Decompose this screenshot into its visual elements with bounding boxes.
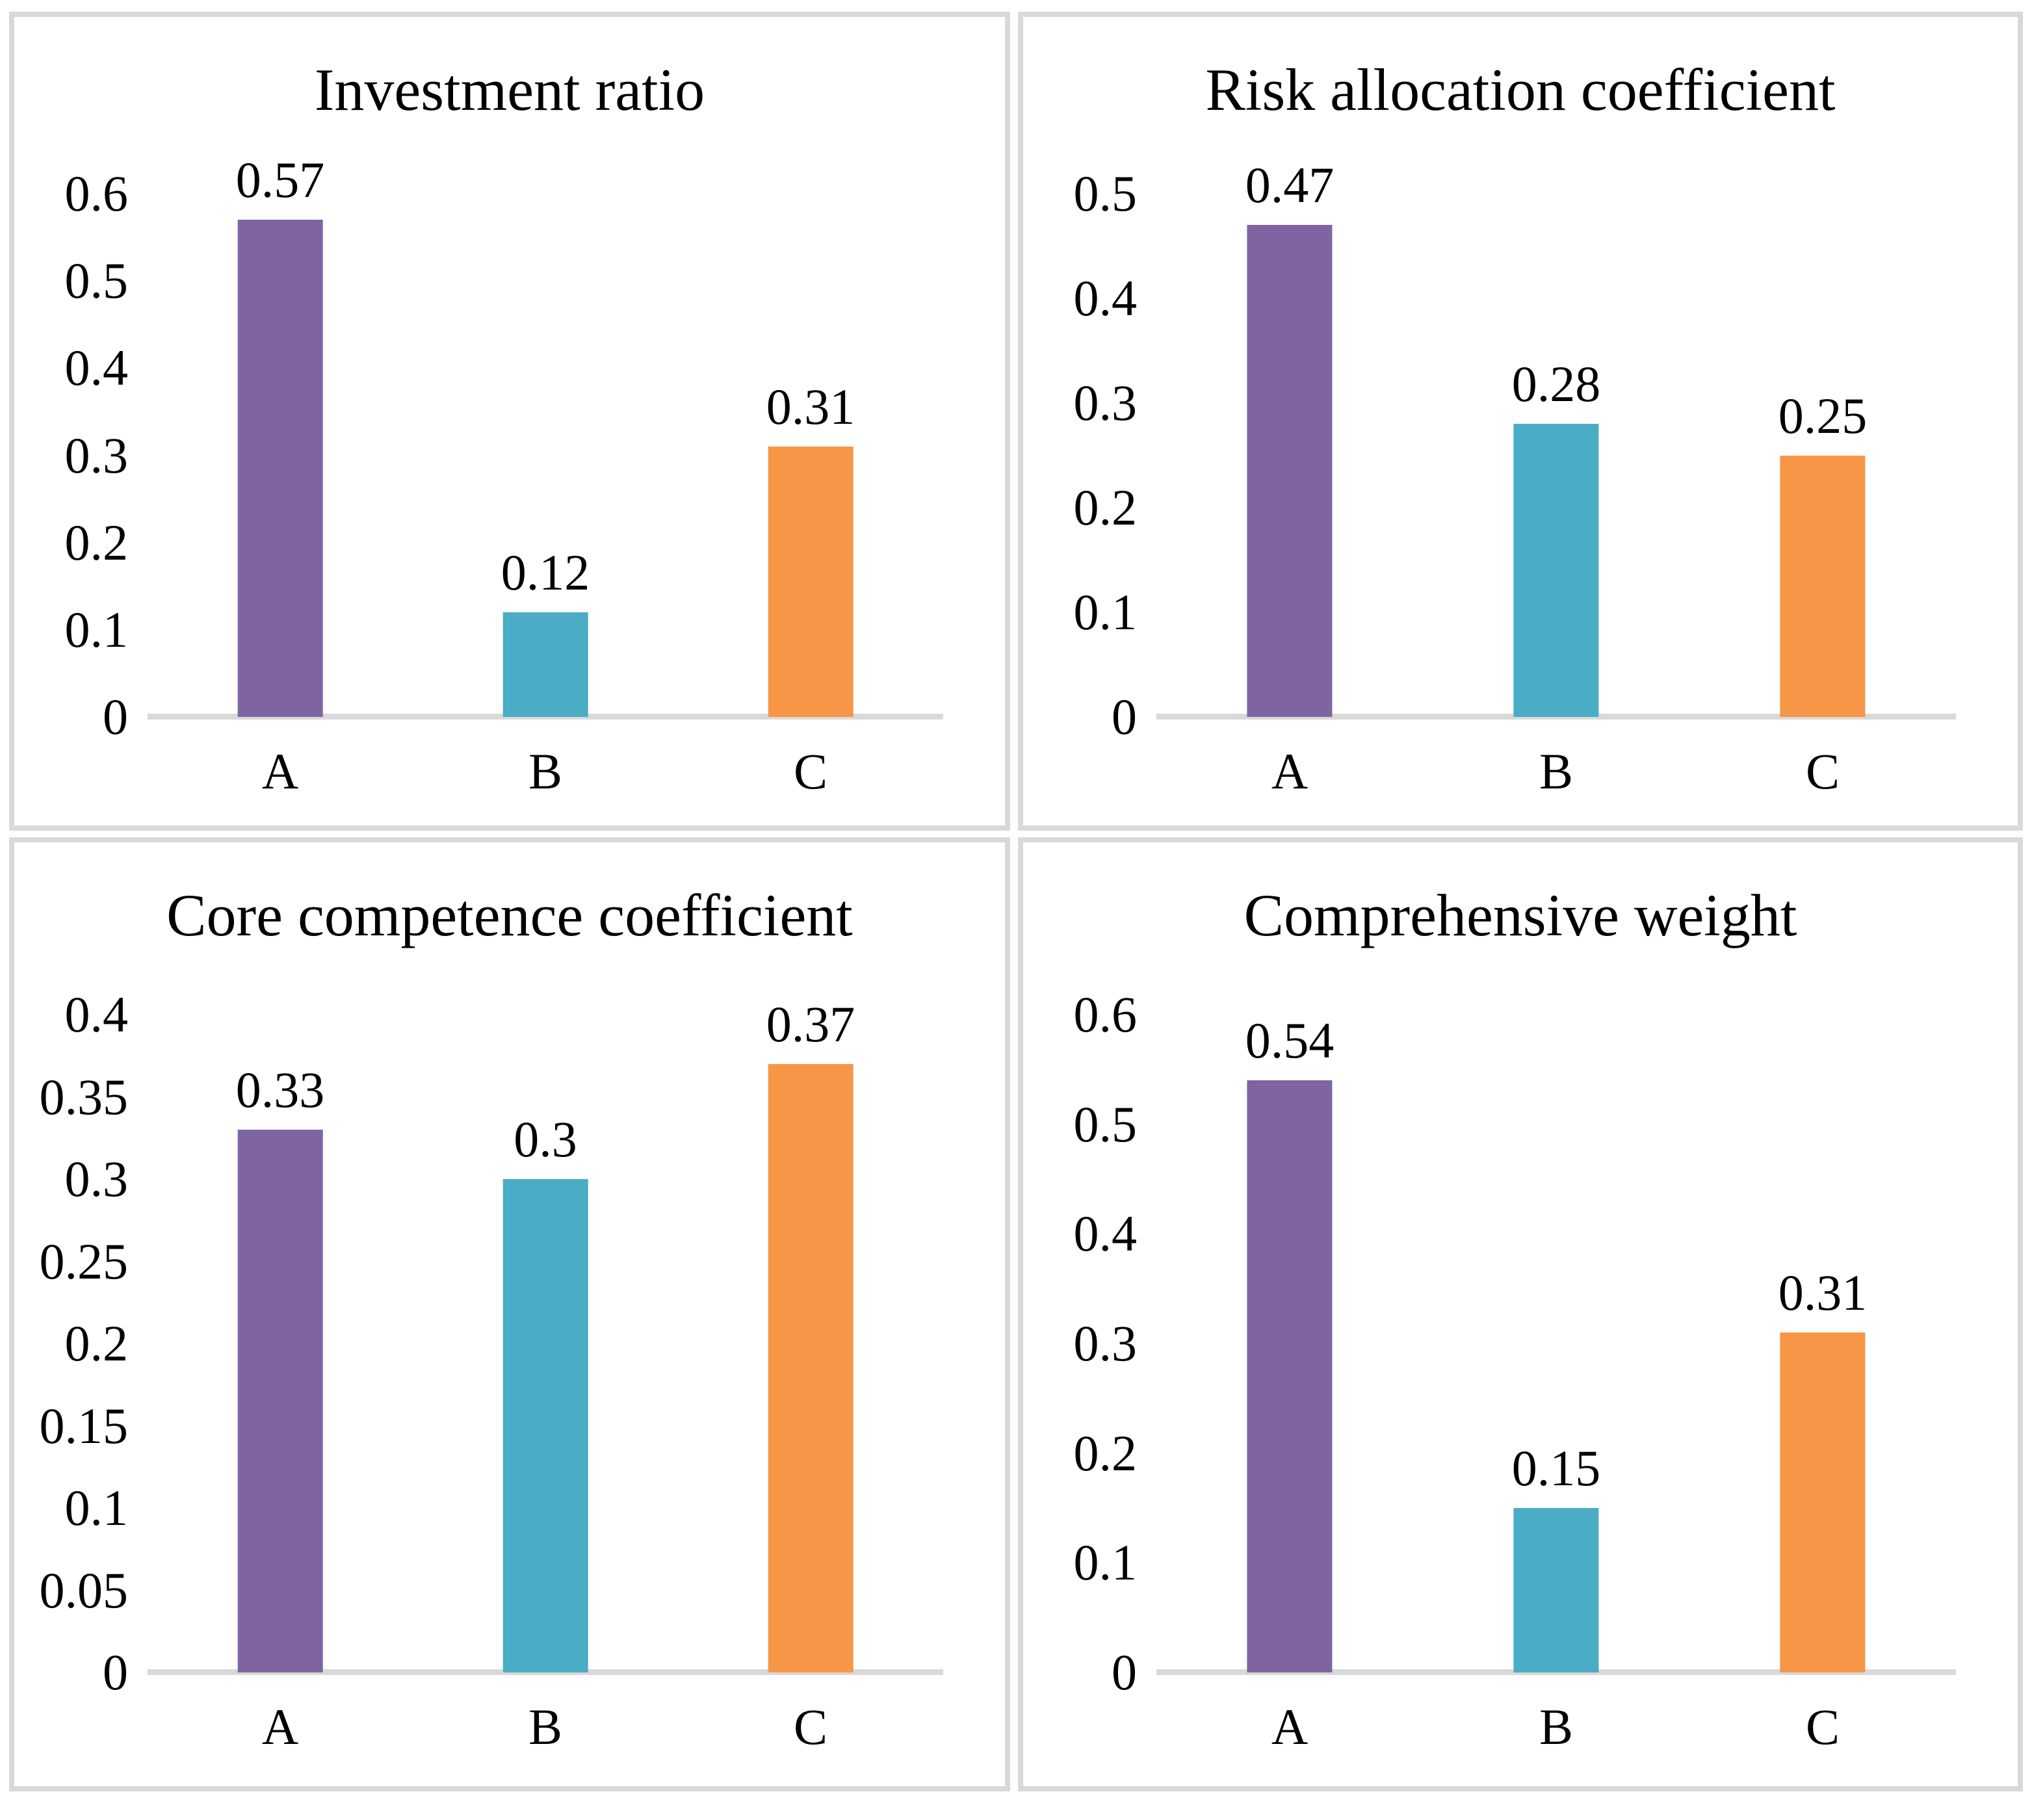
plot-area: 0.57 A 0.12 B 0.31 C bbox=[148, 155, 943, 797]
y-axis-tick-label: 0.2 bbox=[64, 514, 129, 571]
data-label: 0.33 bbox=[235, 1061, 325, 1119]
data-label: 0.31 bbox=[766, 378, 855, 436]
chart-title: Core competence coefficient bbox=[166, 882, 853, 948]
y-axis-tick-label: 0.3 bbox=[64, 1150, 129, 1207]
chart-panel-core-competence-coefficient: Core competence coefficient 0.4 0.35 0.3 0.… bbox=[9, 837, 1010, 1791]
y-axis-tick-label: 0.2 bbox=[64, 1315, 129, 1372]
y-axis-tick-label: 0.5 bbox=[1073, 1095, 1138, 1152]
y-axis-tick-label: 0.1 bbox=[64, 601, 129, 658]
data-label: 0.57 bbox=[235, 151, 325, 209]
bar-b bbox=[502, 612, 588, 717]
y-axis-tick-label: 0.4 bbox=[64, 986, 129, 1043]
x-axis-category-label: A bbox=[1271, 743, 1309, 800]
category-slot: 0.25 C bbox=[1689, 194, 1956, 797]
y-axis-tick-label: 0.2 bbox=[1073, 479, 1138, 536]
x-axis-category-label: C bbox=[793, 743, 827, 800]
plot-area: 0.47 A 0.28 B 0.25 C bbox=[1156, 160, 1956, 797]
data-label: 0.47 bbox=[1245, 157, 1335, 214]
plot-area: 0.33 A 0.3 B 0.37 C bbox=[148, 998, 943, 1752]
y-axis-tick-label: 0.6 bbox=[64, 165, 129, 222]
category-slot: 0.47 A bbox=[1156, 160, 1423, 797]
y-axis-tick-label: 0.6 bbox=[1073, 986, 1138, 1043]
y-axis-tick-label: 0.5 bbox=[1073, 165, 1138, 222]
category-slot: 0.33 A bbox=[148, 1015, 413, 1752]
chart-title: Investment ratio bbox=[314, 57, 705, 123]
bar-b bbox=[1513, 1508, 1599, 1672]
x-axis-category-label: A bbox=[1271, 1698, 1309, 1755]
y-axis-tick-label: 0.05 bbox=[39, 1561, 129, 1618]
data-label: 0.12 bbox=[501, 544, 590, 601]
x-axis-category-label: B bbox=[528, 743, 562, 800]
y-axis: 0.4 0.35 0.3 0.25 0.2 0.15 0.1 0.05 0 bbox=[31, 989, 129, 1698]
category-slot: 0.3 B bbox=[413, 1015, 678, 1752]
bar-c bbox=[768, 447, 853, 717]
y-axis-tick-label: 0.3 bbox=[64, 426, 129, 484]
x-axis-category-label: C bbox=[1805, 1698, 1840, 1755]
y-axis: 0.6 0.5 0.4 0.3 0.2 0.1 0 bbox=[31, 168, 129, 742]
category-slot: 0.37 C bbox=[678, 998, 943, 1752]
category-slot: 0.15 B bbox=[1423, 1015, 1689, 1752]
y-axis-tick-label: 0.15 bbox=[39, 1397, 129, 1454]
chart-panel-comprehensive-weight: Comprehensive weight 0.6 0.5 0.4 0.3 0.2 0.1 0… bbox=[1018, 837, 2023, 1791]
x-axis-category-label: B bbox=[1539, 1698, 1573, 1755]
bar-a bbox=[237, 1130, 323, 1672]
y-axis-tick-label: 0.25 bbox=[39, 1232, 129, 1290]
y-axis-tick-label: 0.1 bbox=[64, 1479, 129, 1536]
bar-b bbox=[502, 1179, 588, 1672]
category-slot: 0.12 B bbox=[413, 194, 678, 797]
category-slot: 0.28 B bbox=[1423, 194, 1689, 797]
y-axis-tick-label: 0.4 bbox=[64, 339, 129, 396]
y-axis-tick-label: 0.3 bbox=[1073, 1315, 1138, 1372]
y-axis-tick-label: 0 bbox=[103, 1644, 128, 1700]
data-label: 0.15 bbox=[1511, 1440, 1601, 1496]
y-axis: 0.5 0.4 0.3 0.2 0.1 0 bbox=[1039, 168, 1138, 742]
y-axis-tick-label: 0.1 bbox=[1073, 1534, 1138, 1591]
x-axis-category-label: B bbox=[1539, 743, 1573, 800]
chart-panel-investment-ratio: Investment ratio 0.6 0.5 0.4 0.3 0.2 0.1 0 0.5… bbox=[9, 12, 1010, 831]
category-slot: 0.31 C bbox=[1689, 1015, 1956, 1752]
x-axis-category-label: B bbox=[528, 1698, 562, 1755]
bar-a bbox=[1247, 225, 1333, 717]
chart-area: 0.4 0.35 0.3 0.25 0.2 0.15 0.1 0.05 0 0.33 A 0.3 B 0… bbox=[31, 989, 943, 1752]
chart-title: Risk allocation coefficient bbox=[1205, 57, 1836, 123]
data-label: 0.37 bbox=[766, 995, 855, 1052]
category-slot: 0.57 A bbox=[148, 155, 413, 797]
x-axis-category-label: A bbox=[261, 1698, 299, 1755]
bar-a bbox=[237, 220, 323, 717]
y-axis-tick-label: 0.1 bbox=[1073, 584, 1138, 640]
plot-area: 0.54 A 0.15 B 0.31 C bbox=[1156, 1012, 1956, 1752]
bar-c bbox=[1780, 455, 1866, 717]
chart-area: 0.6 0.5 0.4 0.3 0.2 0.1 0 0.54 A 0.15 B 0.31 C bbox=[1039, 989, 1956, 1752]
data-label: 0.25 bbox=[1778, 387, 1868, 444]
y-axis-tick-label: 0.2 bbox=[1073, 1424, 1138, 1481]
category-slot: 0.54 A bbox=[1156, 1012, 1423, 1752]
data-label: 0.54 bbox=[1245, 1012, 1335, 1069]
x-axis-category-label: C bbox=[793, 1698, 827, 1755]
bar-c bbox=[1780, 1332, 1866, 1672]
data-label: 0.28 bbox=[1511, 356, 1601, 413]
y-axis: 0.6 0.5 0.4 0.3 0.2 0.1 0 bbox=[1039, 989, 1138, 1698]
bar-b bbox=[1513, 424, 1599, 717]
chart-title: Comprehensive weight bbox=[1244, 882, 1797, 948]
y-axis-tick-label: 0 bbox=[1112, 1644, 1137, 1700]
y-axis-tick-label: 0 bbox=[1112, 688, 1137, 745]
y-axis-tick-label: 0.4 bbox=[1073, 270, 1138, 326]
data-label: 0.3 bbox=[514, 1111, 577, 1167]
chart-area: 0.5 0.4 0.3 0.2 0.1 0 0.47 A 0.28 B 0.25 C bbox=[1039, 160, 1956, 797]
y-axis-tick-label: 0 bbox=[103, 688, 128, 745]
category-slot: 0.31 C bbox=[678, 194, 943, 797]
chart-panel-risk-allocation-coefficient: Risk allocation coefficient 0.5 0.4 0.3 0.2… bbox=[1018, 12, 2023, 831]
bar-c bbox=[768, 1063, 853, 1672]
data-label: 0.31 bbox=[1778, 1264, 1868, 1321]
bar-a bbox=[1247, 1080, 1333, 1672]
y-axis-tick-label: 0.3 bbox=[1073, 374, 1138, 431]
x-axis-category-label: A bbox=[261, 743, 299, 800]
x-axis-category-label: C bbox=[1805, 743, 1840, 800]
y-axis-tick-label: 0.4 bbox=[1073, 1205, 1138, 1262]
y-axis-tick-label: 0.5 bbox=[64, 252, 129, 309]
y-axis-tick-label: 0.35 bbox=[39, 1068, 129, 1125]
chart-area: 0.6 0.5 0.4 0.3 0.2 0.1 0 0.57 A 0.12 B 0.31 C bbox=[31, 155, 943, 797]
